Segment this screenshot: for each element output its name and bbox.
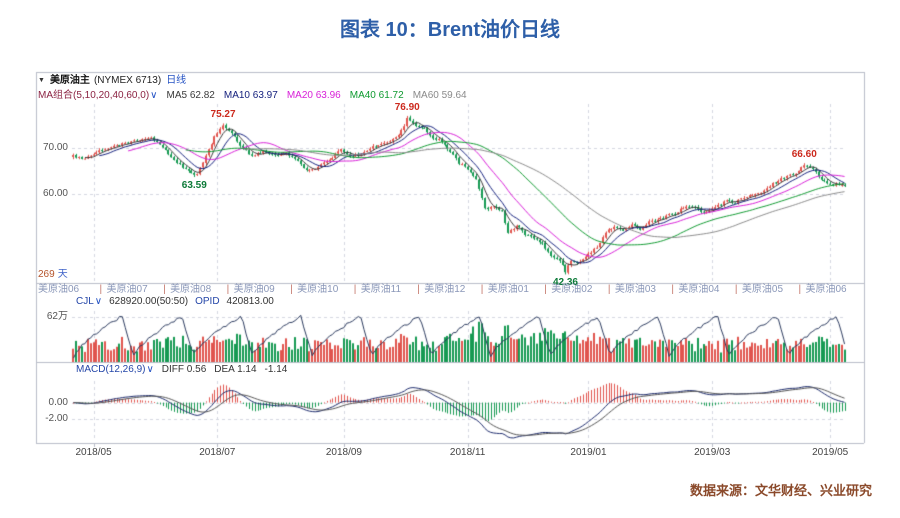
main-y-tick-label: 70.00	[42, 141, 68, 153]
date-tick-label: 2018/09	[325, 447, 362, 458]
macd-value: -1.14	[264, 364, 288, 375]
price-annotation: 42.36	[552, 277, 578, 289]
contract-label: 美原油03	[614, 284, 656, 295]
main-y-tick-label: 60.00	[42, 187, 68, 199]
opid-value: 420813.00	[226, 296, 274, 307]
contract-label: 美原油02	[551, 284, 593, 295]
dea-label: DEA	[214, 364, 235, 375]
symbol-header-row: ▼ 美原油主 (NYMEX 6713) 日线	[38, 75, 186, 87]
date-tick-label: 2019/05	[812, 447, 849, 458]
ma-dropdown-icon[interactable]: ∨	[150, 90, 158, 101]
volume-indicator-label[interactable]: CJL	[76, 296, 94, 307]
contract-label: 美原油04	[678, 284, 720, 295]
contract-label: 美原油10	[297, 284, 339, 295]
source-note: 数据来源：文华财经、兴业研究	[689, 483, 872, 498]
ma-value-label: MA20 63.96	[286, 90, 341, 101]
contract-separator: |	[99, 284, 103, 295]
ma-set: MA组合(5,10,20,40,60,0)∨	[38, 90, 158, 102]
macd-dropdown-icon[interactable]: ∨	[146, 364, 154, 375]
bars-count-value: 269	[38, 269, 55, 280]
dea-readout: DEA 1.14	[214, 364, 256, 376]
contract-label: 美原油08	[170, 284, 212, 295]
ma-value-label: MA5 62.82	[166, 90, 215, 101]
bars-count: 269 天	[38, 269, 68, 281]
contract-separator: |	[671, 284, 674, 295]
date-tick-label: 2019/03	[694, 447, 731, 458]
contract-label: 美原油09	[233, 284, 275, 295]
symbol-name[interactable]: 美原油主	[49, 75, 90, 86]
contract-label: 美原油11	[360, 284, 402, 295]
ma-values: MA5 62.82 MA10 63.97 MA20 63.96 MA40 61.72 M…	[167, 90, 467, 102]
diff-label: DIFF	[161, 364, 185, 375]
contract-separator: |	[353, 284, 357, 295]
ma-value-label: MA10 63.97	[223, 90, 278, 101]
ma-set-label[interactable]: MA组合(5,10,20,40,60,0)	[38, 90, 150, 101]
price-annotation: 76.90	[394, 101, 420, 113]
ma-indicator-row: MA组合(5,10,20,40,60,0)∨ MA5 62.82 MA10 63.…	[38, 90, 467, 102]
volume-indicator: CJL∨	[76, 296, 102, 308]
diff-readout: DIFF 0.56	[162, 364, 206, 376]
macd-header-row: MACD(12,26,9)∨ DIFF 0.56 DEA 1.14 -1.14	[76, 364, 287, 376]
volume-value: 628920.00(50:50)	[109, 296, 189, 307]
ma-value-label: MA60 59.64	[412, 90, 467, 101]
contract-label: 美原油06	[38, 284, 80, 295]
symbol-code: (NYMEX 6713)	[93, 75, 162, 86]
opid-label: OPID	[195, 296, 220, 307]
volume-dropdown-icon[interactable]: ∨	[94, 296, 103, 307]
contract-label: 美原油06	[805, 284, 847, 295]
date-tick-label: 2019/01	[570, 447, 607, 458]
period-tab[interactable]: 日线	[166, 75, 187, 86]
contract-label: 美原油12	[424, 284, 466, 295]
contract-separator: |	[798, 284, 802, 295]
contract-separator: |	[290, 284, 293, 295]
diff-value: 0.56	[186, 364, 207, 375]
chart-menu-icon[interactable]: ▼	[38, 77, 45, 84]
volume-header-row: CJL∨ 628920.00(50:50) OPID 420813.00	[76, 296, 274, 308]
contract-label: 美原油01	[487, 284, 529, 295]
contract-separator: |	[163, 284, 166, 295]
contract-label: 美原油05	[741, 284, 784, 295]
date-tick-label: 2018/11	[449, 447, 486, 458]
bars-count-unit: 天	[57, 269, 68, 280]
price-annotation: 66.60	[791, 149, 817, 161]
contract-separator: |	[544, 284, 547, 295]
date-tick-label: 2018/07	[199, 447, 236, 458]
macd-indicator-label[interactable]: MACD(12,26,9)	[76, 364, 146, 375]
contract-separator: |	[417, 284, 420, 295]
contract-separator: |	[734, 284, 738, 295]
contract-separator: |	[226, 284, 230, 295]
ma-value-label: MA40 61.72	[349, 90, 404, 101]
price-annotation: 75.27	[210, 109, 236, 121]
contract-separator: |	[607, 284, 611, 295]
volume-y-tick-label: 62万	[46, 310, 68, 322]
macd-y-tick-label: 0.00	[48, 396, 68, 408]
contract-label: 美原油07	[106, 284, 148, 295]
contract-separator: |	[480, 284, 484, 295]
macd-y-tick-label: -2.00	[45, 412, 68, 424]
price-annotation: 63.59	[181, 180, 207, 192]
macd-indicator: MACD(12,26,9)∨	[76, 364, 154, 376]
dea-value: 1.14	[237, 364, 257, 375]
date-tick-label: 2018/05	[75, 447, 112, 458]
